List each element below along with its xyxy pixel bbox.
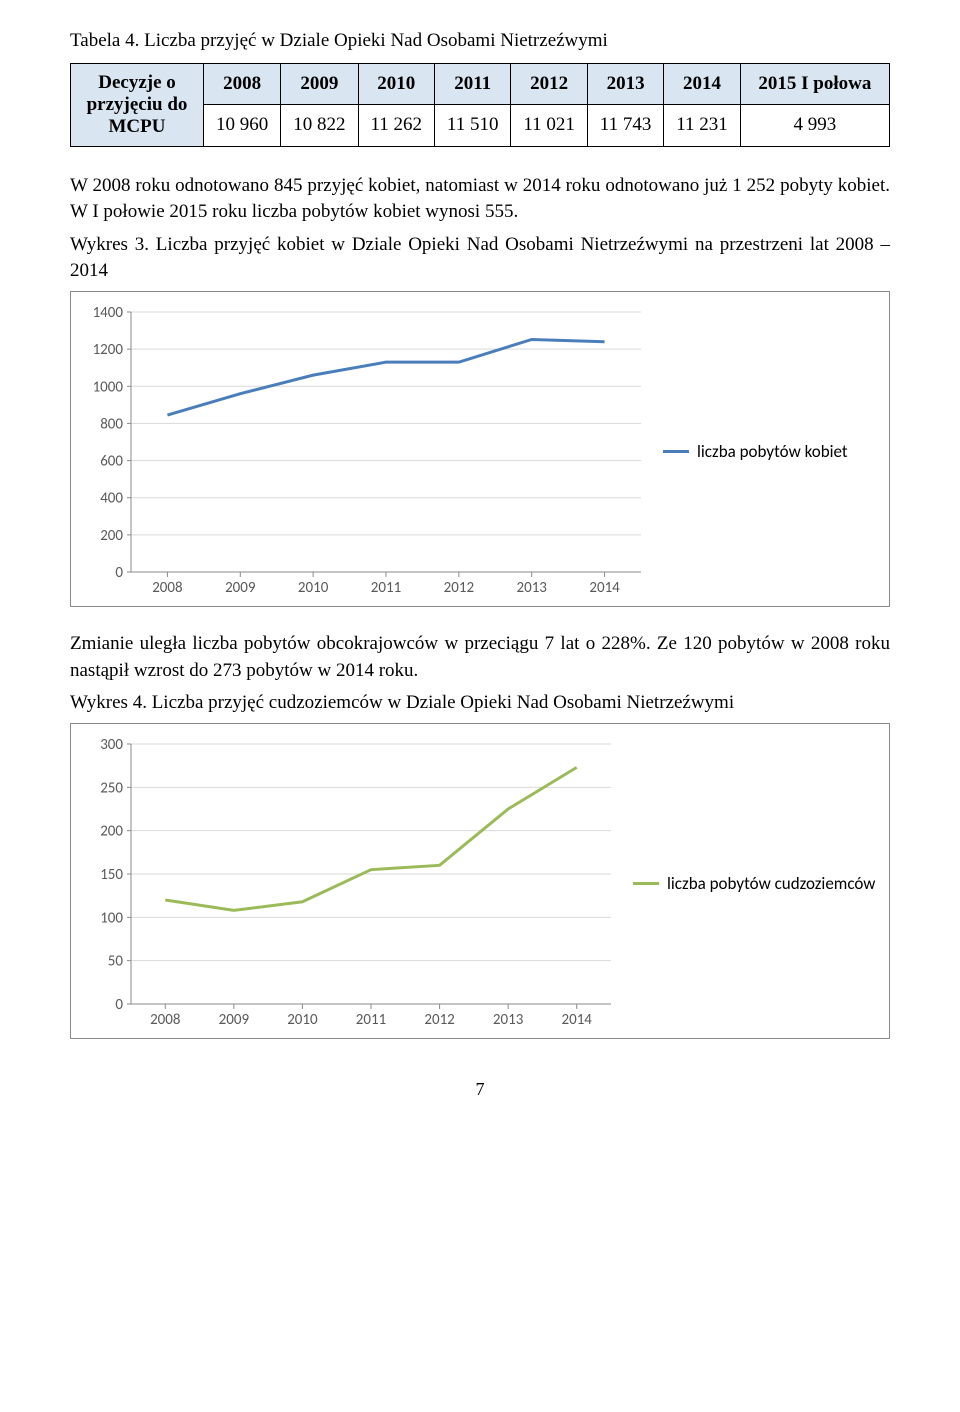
svg-text:2009: 2009 [219, 1011, 250, 1029]
svg-text:0: 0 [115, 564, 123, 582]
table4-year: 2010 [358, 63, 434, 105]
svg-text:200: 200 [100, 527, 123, 545]
svg-text:2013: 2013 [517, 579, 548, 597]
table4-value: 11 262 [358, 105, 434, 147]
chart4-svg: 0 50 100 150 200 250 300 2008 2009 2010 2011 2012 20… [81, 734, 621, 1034]
svg-text:0: 0 [115, 996, 123, 1014]
table4-year: 2013 [587, 63, 663, 105]
chart3-legend-label: liczba pobytów kobiet [697, 441, 848, 462]
table4-value: 11 231 [664, 105, 740, 147]
svg-text:2008: 2008 [152, 579, 182, 597]
svg-text:100: 100 [100, 909, 123, 927]
table4-value: 11 510 [434, 105, 510, 147]
table4: Decyzje o przyjęciu do MCPU 2008 2009 20… [70, 63, 890, 147]
chart4-box: 0 50 100 150 200 250 300 2008 2009 2010 2011 2012 20… [70, 723, 890, 1039]
table4-value: 11 743 [587, 105, 663, 147]
svg-text:200: 200 [100, 822, 123, 840]
table4-year: 2009 [281, 63, 358, 105]
svg-text:2010: 2010 [287, 1011, 318, 1029]
table4-year: 2012 [511, 63, 587, 105]
svg-text:50: 50 [108, 952, 124, 970]
table4-year: 2014 [664, 63, 740, 105]
svg-text:150: 150 [100, 866, 123, 884]
chart4-legend-label: liczba pobytów cudzoziemców [667, 873, 875, 894]
chart3-legend-swatch [663, 450, 689, 453]
table4-caption: Tabela 4. Liczba przyjęć w Dziale Opieki… [70, 28, 890, 55]
table4-year: 2008 [204, 63, 281, 105]
svg-text:2008: 2008 [150, 1011, 180, 1029]
svg-text:2011: 2011 [356, 1011, 386, 1029]
chart4-caption: Wykres 4. Liczba przyjęć cudzoziemców w … [70, 690, 890, 717]
table4-year: 2015 I połowa [740, 63, 889, 105]
svg-text:1200: 1200 [93, 341, 124, 359]
chart3-box: 0 200 400 600 800 1000 1200 1400 2008 2009 2010 201… [70, 291, 890, 607]
paragraph-2: Zmianie uległa liczba pobytów obcokrajow… [70, 631, 890, 684]
svg-text:1400: 1400 [93, 304, 124, 322]
chart4-legend: liczba pobytów cudzoziemców [633, 873, 875, 894]
table4-value: 10 822 [281, 105, 358, 147]
svg-text:2014: 2014 [562, 1011, 593, 1029]
table4-value: 4 993 [740, 105, 889, 147]
page-number: 7 [70, 1079, 890, 1100]
svg-text:1000: 1000 [93, 378, 124, 396]
svg-text:2009: 2009 [225, 579, 256, 597]
chart4-legend-swatch [633, 882, 659, 885]
svg-text:2010: 2010 [298, 579, 329, 597]
chart3-legend: liczba pobytów kobiet [663, 441, 848, 462]
table4-value: 11 021 [511, 105, 587, 147]
svg-text:2012: 2012 [444, 579, 474, 597]
table4-value: 10 960 [204, 105, 281, 147]
svg-text:600: 600 [100, 453, 123, 471]
chart3-caption: Wykres 3. Liczba przyjęć kobiet w Dziale… [70, 232, 890, 285]
table4-year: 2011 [434, 63, 510, 105]
paragraph-1: W 2008 roku odnotowano 845 przyjęć kobie… [70, 173, 890, 226]
svg-text:2013: 2013 [493, 1011, 524, 1029]
svg-text:300: 300 [100, 736, 123, 754]
svg-text:2012: 2012 [424, 1011, 454, 1029]
chart3-svg: 0 200 400 600 800 1000 1200 1400 2008 2009 2010 201… [81, 302, 651, 602]
svg-text:2011: 2011 [371, 579, 401, 597]
table4-rowhead: Decyzje o przyjęciu do MCPU [71, 63, 204, 146]
svg-text:250: 250 [100, 779, 123, 797]
svg-text:400: 400 [100, 490, 123, 508]
svg-text:2014: 2014 [589, 579, 620, 597]
svg-text:800: 800 [100, 415, 123, 433]
table4-wrap: Decyzje o przyjęciu do MCPU 2008 2009 20… [70, 63, 890, 147]
